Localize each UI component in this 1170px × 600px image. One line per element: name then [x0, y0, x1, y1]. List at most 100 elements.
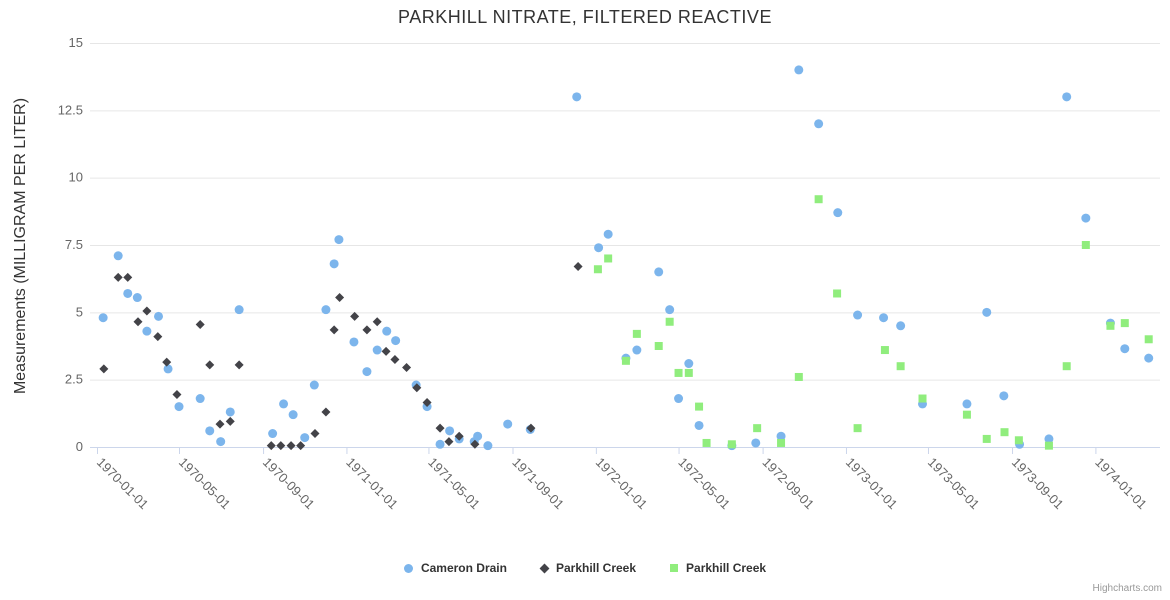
data-point[interactable] — [113, 272, 123, 282]
data-point[interactable] — [594, 243, 604, 253]
data-point[interactable] — [309, 380, 319, 390]
data-point[interactable] — [195, 319, 205, 329]
data-point[interactable] — [1120, 319, 1129, 328]
data-point[interactable] — [154, 311, 164, 321]
data-point[interactable] — [99, 364, 109, 374]
data-point[interactable] — [225, 416, 235, 426]
data-point[interactable] — [390, 354, 400, 364]
data-point[interactable] — [794, 372, 803, 381]
data-point[interactable] — [234, 360, 244, 370]
data-point[interactable] — [1120, 344, 1130, 354]
data-point[interactable] — [372, 317, 382, 327]
data-point[interactable] — [350, 311, 360, 321]
data-point[interactable] — [572, 92, 582, 102]
data-point[interactable] — [132, 293, 142, 303]
data-point[interactable] — [174, 402, 184, 412]
data-point[interactable] — [982, 307, 992, 317]
data-point[interactable] — [603, 229, 613, 239]
data-point[interactable] — [133, 317, 143, 327]
data-point[interactable] — [234, 305, 244, 315]
data-point[interactable] — [695, 402, 704, 411]
data-point[interactable] — [654, 342, 663, 350]
data-point[interactable] — [833, 208, 843, 218]
data-point[interactable] — [266, 441, 276, 451]
data-point[interactable] — [665, 305, 675, 315]
data-point[interactable] — [526, 423, 536, 433]
data-point[interactable] — [153, 332, 163, 342]
data-point[interactable] — [621, 356, 630, 365]
data-point[interactable] — [470, 439, 480, 449]
data-point[interactable] — [444, 437, 454, 447]
data-point[interactable] — [632, 345, 642, 355]
data-point[interactable] — [593, 265, 602, 274]
data-point[interactable] — [880, 346, 889, 355]
data-point[interactable] — [329, 259, 339, 269]
data-point[interactable] — [435, 439, 445, 449]
data-point[interactable] — [918, 394, 927, 403]
data-point[interactable] — [896, 321, 906, 331]
data-point[interactable] — [1014, 436, 1023, 445]
data-point[interactable] — [503, 419, 513, 429]
data-point[interactable] — [853, 424, 862, 433]
data-point[interactable] — [142, 326, 152, 336]
data-point[interactable] — [310, 429, 320, 439]
data-point[interactable] — [1000, 428, 1009, 437]
data-point[interactable] — [694, 420, 704, 430]
legend-item-parkhill-creek-1[interactable]: Parkhill Creek — [539, 561, 636, 575]
data-point[interactable] — [751, 438, 761, 448]
data-point[interactable] — [276, 441, 286, 451]
data-point[interactable] — [1062, 362, 1071, 371]
data-point[interactable] — [1081, 241, 1090, 249]
data-point[interactable] — [1044, 441, 1053, 450]
legend-item-parkhill-creek-2[interactable]: Parkhill Creek — [670, 561, 766, 575]
data-point[interactable] — [684, 368, 693, 377]
data-point[interactable] — [1062, 92, 1072, 102]
data-point[interactable] — [334, 235, 344, 245]
data-point[interactable] — [1044, 434, 1054, 444]
data-point[interactable] — [814, 119, 824, 129]
data-point[interactable] — [372, 345, 382, 355]
data-point[interactable] — [632, 329, 641, 338]
data-point[interactable] — [321, 305, 331, 315]
data-point[interactable] — [381, 346, 391, 356]
data-point[interactable] — [962, 410, 971, 419]
data-point[interactable] — [279, 399, 289, 409]
data-point[interactable] — [879, 313, 889, 323]
data-point[interactable] — [473, 431, 483, 441]
data-point[interactable] — [896, 362, 905, 371]
data-point[interactable] — [286, 441, 296, 451]
data-point[interactable] — [98, 313, 108, 323]
data-point[interactable] — [1106, 321, 1115, 330]
data-point[interactable] — [853, 310, 863, 320]
data-point[interactable] — [794, 65, 804, 75]
data-point[interactable] — [288, 410, 298, 420]
data-point[interactable] — [123, 288, 133, 298]
data-point[interactable] — [300, 433, 310, 443]
data-point[interactable] — [573, 262, 583, 272]
data-point[interactable] — [391, 336, 401, 346]
data-point[interactable] — [329, 325, 339, 335]
data-point[interactable] — [727, 440, 736, 449]
legend-item-cameron-drain-0[interactable]: Cameron Drain — [403, 561, 507, 575]
data-point[interactable] — [833, 289, 842, 298]
data-point[interactable] — [321, 407, 331, 417]
data-point[interactable] — [412, 383, 422, 393]
data-point[interactable] — [962, 399, 972, 409]
data-point[interactable] — [142, 306, 152, 316]
data-point[interactable] — [113, 251, 123, 261]
data-point[interactable] — [195, 394, 205, 404]
data-point[interactable] — [454, 431, 464, 441]
data-point[interactable] — [684, 359, 694, 369]
data-point[interactable] — [999, 391, 1009, 401]
data-point[interactable] — [268, 429, 278, 439]
data-point[interactable] — [1081, 213, 1091, 223]
data-point[interactable] — [205, 360, 215, 370]
highcharts-credit[interactable]: Highcharts.com — [1092, 583, 1162, 594]
data-point[interactable] — [776, 431, 786, 441]
data-point[interactable] — [162, 357, 172, 367]
data-point[interactable] — [777, 438, 786, 447]
data-point[interactable] — [445, 426, 455, 436]
data-point[interactable] — [674, 368, 683, 377]
data-point[interactable] — [335, 293, 345, 303]
data-point[interactable] — [702, 438, 711, 447]
